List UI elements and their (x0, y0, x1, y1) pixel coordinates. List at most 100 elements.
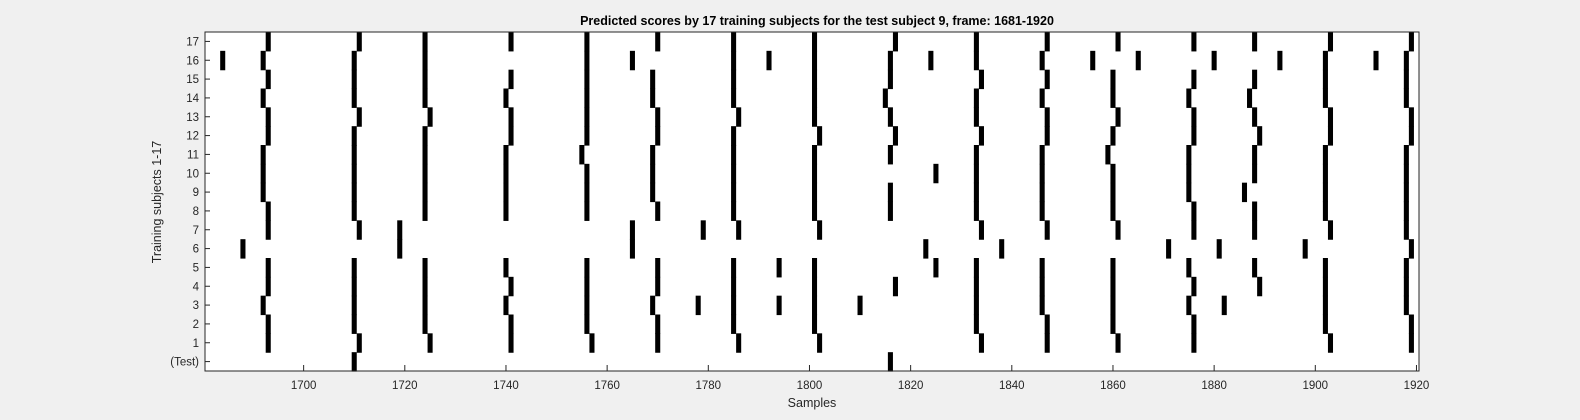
mark-row-9-x1886 (1241, 182, 1248, 203)
x-tick-label: 1800 (797, 380, 823, 392)
mark-row-4-x1902 (1322, 276, 1328, 297)
mark-row-4-x1785 (731, 276, 737, 297)
mark-row-5-x1756 (584, 258, 590, 278)
x-tick-label: 1880 (1201, 380, 1227, 392)
mark-row-6-x1838 (999, 239, 1005, 259)
mark-row-12-x1876 (1191, 126, 1197, 146)
mark-row-5-x1785 (731, 258, 737, 278)
mark-row-test-x1816 (887, 352, 893, 372)
mark-row-12-x1860 (1110, 126, 1116, 146)
mark-row-8-x1770 (655, 201, 661, 221)
mark-row-1-x1847 (1044, 333, 1050, 353)
mark-row-8-x1846 (1039, 201, 1045, 221)
mark-row-4-x1833 (973, 276, 979, 297)
mark-row-10-x1918 (1403, 163, 1409, 184)
mark-row-12-x1770 (655, 126, 661, 146)
mark-row-11-x1859 (1105, 145, 1111, 165)
mark-row-5-x1770 (655, 258, 661, 278)
mark-row-7-x1779 (700, 220, 706, 240)
mark-row-13-x1847 (1044, 107, 1050, 127)
mark-row-2-x1801 (812, 314, 818, 334)
mark-row-14-x1860 (1110, 88, 1116, 108)
mark-row-7-x1711 (356, 220, 362, 240)
mark-row-5-x1833 (973, 258, 979, 278)
mark-row-13-x1770 (655, 107, 661, 127)
mark-row-17-x1785 (731, 32, 737, 52)
mark-row-16-x1824 (928, 50, 934, 71)
y-tick-label: (Test) (170, 357, 199, 369)
mark-row-13-x1725 (427, 107, 433, 127)
x-tick-label: 1740 (493, 380, 519, 392)
mark-row-9-x1756 (584, 182, 590, 203)
y-tick-label: 16 (186, 55, 199, 67)
mark-row-17-x1888 (1252, 32, 1258, 52)
y-tick-label: 5 (193, 262, 199, 274)
mark-row-14-x1918 (1403, 88, 1409, 108)
mark-row-17-x1693 (265, 32, 271, 52)
x-axis-label: Samples (788, 396, 837, 410)
mark-row-8-x1710 (351, 201, 357, 221)
mark-row-11-x1816 (887, 145, 893, 165)
y-axis-label: Training subjects 1-17 (150, 141, 164, 264)
mark-row-17-x1756 (584, 32, 590, 52)
mark-row-14-x1833 (973, 88, 979, 108)
mark-row-15-x1876 (1191, 69, 1197, 90)
mark-row-12-x1756 (584, 126, 590, 146)
mark-row-15-x1847 (1044, 69, 1050, 90)
mark-row-5-x1860 (1110, 258, 1116, 278)
mark-row-10-x1724 (422, 163, 428, 184)
mark-row-2-x1770 (655, 314, 661, 334)
mark-row-3-x1918 (1403, 295, 1409, 316)
mark-row-16-x1918 (1403, 50, 1409, 71)
mark-row-6-x1871 (1166, 239, 1172, 259)
mark-row-16-x1912 (1373, 50, 1379, 71)
mark-row-10-x1846 (1039, 163, 1045, 184)
plot-frame (204, 31, 1420, 372)
mark-row-10-x1801 (812, 163, 818, 184)
mark-row-7-x1719 (397, 220, 403, 240)
mark-row-5-x1888 (1252, 258, 1258, 278)
mark-row-1-x1786 (736, 333, 742, 353)
mark-row-6-x1881 (1216, 239, 1222, 259)
mark-row-12-x1802 (817, 126, 823, 146)
x-axis-ticks: 1700 1720 1740 1760 1780 1800 1820 1840 1860 1880… (291, 365, 1429, 392)
mark-row-4-x1741 (508, 276, 514, 297)
mark-row-10-x1756 (584, 163, 590, 184)
mark-row-5-x1825 (933, 258, 939, 278)
x-tick-label: 1720 (392, 380, 418, 392)
mark-row-3-x1846 (1039, 295, 1045, 316)
mark-row-3-x1785 (731, 295, 737, 316)
mark-row-1-x1757 (589, 333, 595, 353)
mark-row-11-x1801 (812, 145, 818, 165)
mark-row-6-x1688 (240, 239, 246, 259)
mark-row-13-x1833 (973, 107, 979, 127)
mark-row-3-x1740 (503, 295, 509, 316)
mark-row-15-x1741 (508, 69, 514, 90)
mark-row-7-x1888 (1252, 220, 1258, 240)
mark-row-5-x1918 (1403, 258, 1409, 278)
mark-row-6-x1719 (397, 239, 403, 259)
mark-row-11-x1833 (973, 145, 979, 165)
mark-row-6-x1823 (923, 239, 929, 259)
mark-row-9-x1692 (260, 182, 266, 203)
mark-row-1-x1919 (1408, 333, 1414, 353)
mark-row-14-x1724 (422, 88, 428, 108)
mark-row-7-x1693 (265, 220, 271, 240)
mark-row-7-x1918 (1403, 220, 1409, 240)
mark-row-9-x1785 (731, 182, 737, 203)
mark-row-17-x1817 (892, 32, 898, 52)
mark-row-3-x1810 (857, 295, 863, 316)
mark-row-17-x1876 (1191, 32, 1197, 52)
mark-row-13-x1816 (887, 107, 893, 127)
mark-row-6-x1919 (1408, 239, 1414, 259)
mark-row-2-x1847 (1044, 314, 1050, 334)
mark-row-3-x1692 (260, 295, 266, 316)
mark-row-4-x1860 (1110, 276, 1116, 297)
mark-row-2-x1919 (1408, 314, 1414, 334)
mark-row-3-x1794 (776, 295, 782, 316)
mark-row-7-x1834 (978, 220, 984, 240)
mark-row-10-x1769 (650, 163, 656, 184)
mark-row-3-x1833 (973, 295, 979, 316)
mark-row-1-x1711 (356, 333, 362, 353)
